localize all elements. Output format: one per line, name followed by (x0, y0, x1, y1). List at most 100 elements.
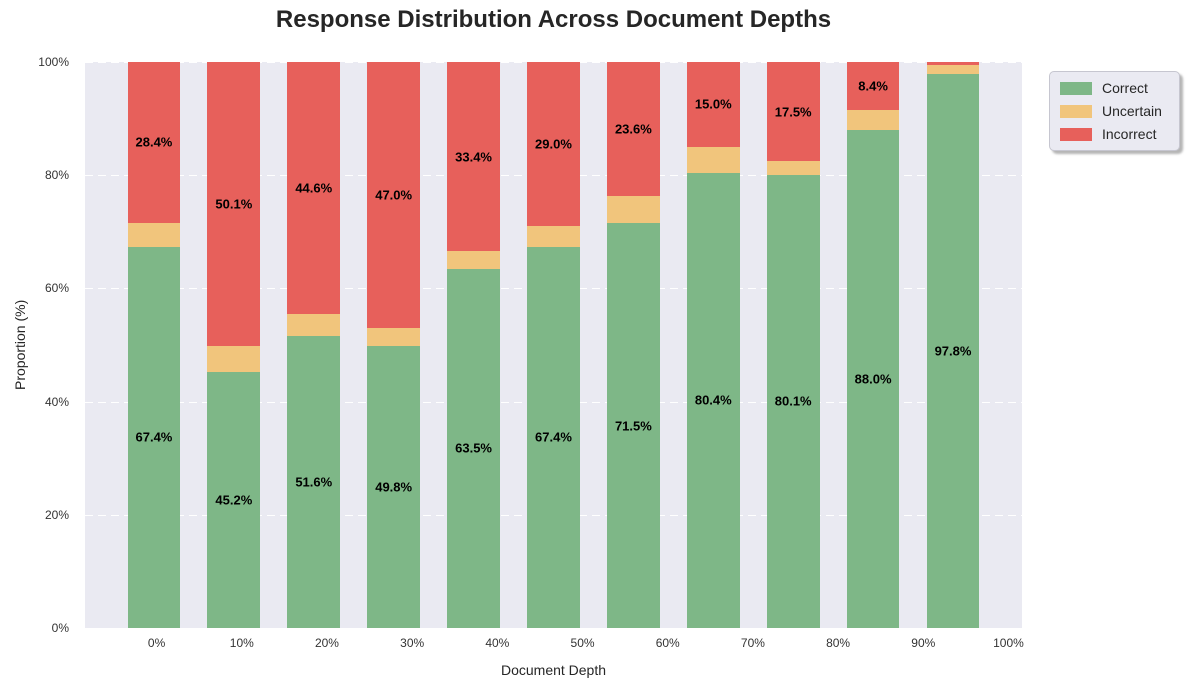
legend-label: Incorrect (1102, 126, 1157, 142)
bar-column: 80.1% 17.5% (753, 62, 833, 628)
value-label-incorrect: 15.0% (694, 96, 732, 112)
bar-column: 67.4% 29.0% (514, 62, 594, 628)
stacked-bar-20%: 51.6% 44.6% (287, 62, 341, 628)
value-label-incorrect: 23.6% (614, 121, 652, 137)
stacked-bar-0%: 67.4% 28.4% (127, 62, 181, 628)
value-label-correct: 67.4% (135, 429, 173, 445)
x-tick: 60% (655, 636, 680, 650)
y-tick: 60% (44, 281, 69, 296)
legend-swatch-uncertain (1060, 104, 1092, 118)
value-label-correct: 88.0% (854, 371, 892, 387)
x-tick: 80% (826, 636, 851, 650)
segment-incorrect (367, 62, 421, 329)
segment-correct (207, 372, 261, 628)
segment-uncertain (846, 109, 900, 130)
value-label-incorrect: 29.0% (535, 136, 572, 152)
bar-column: 71.5% 23.6% (593, 62, 673, 628)
x-tick-labels: 0% 10% 20% 30% 40% 50% 60% 70% 80% 90% 100% (85, 636, 1080, 650)
value-label-incorrect: 44.6% (295, 180, 333, 196)
value-label-correct: 45.2% (215, 492, 253, 508)
x-tick: 0% (147, 636, 166, 650)
stacked-bar-40%: 63.5% 33.4% (447, 62, 500, 628)
legend-item-incorrect: Incorrect (1060, 126, 1169, 142)
segment-incorrect (527, 62, 580, 227)
legend-swatch-correct (1060, 81, 1092, 95)
value-label-incorrect: 47.0% (375, 187, 413, 203)
segment-uncertain (287, 314, 341, 336)
chart-title: Response Distribution Across Document De… (275, 6, 832, 33)
segment-correct (846, 129, 900, 628)
segment-incorrect (447, 62, 500, 252)
segment-correct (287, 335, 341, 628)
value-label-correct: 51.6% (295, 474, 333, 490)
bar-column: 49.8% 47.0% (354, 62, 434, 628)
segment-incorrect (607, 62, 660, 196)
value-label-incorrect: 8.4% (858, 78, 888, 94)
value-label-correct: 71.5% (614, 418, 652, 434)
segment-uncertain (447, 251, 500, 269)
bar-column: 51.6% 44.6% (274, 62, 354, 628)
value-label-correct: 67.4% (535, 429, 572, 445)
stacked-bar-100%: 97.8% (926, 62, 980, 628)
x-tick: 50% (570, 636, 595, 650)
plot-area: 67.4% 28.4% 45.2% 50.1% 51.6% 44.6% 49.8% 47.0%… (85, 62, 1022, 628)
legend-label: Uncertain (1102, 103, 1162, 119)
x-tick: 100% (993, 636, 1024, 650)
x-tick: 20% (314, 636, 339, 650)
segment-incorrect (127, 62, 181, 223)
value-label-incorrect: 33.4% (455, 149, 492, 165)
bar-column: 80.4% 15.0% (673, 62, 753, 628)
segment-uncertain (766, 161, 820, 175)
stacked-bar-80%: 80.1% 17.5% (766, 62, 820, 628)
x-tick: 90% (911, 636, 936, 650)
y-tick: 100% (38, 55, 69, 69)
y-tick-labels: 0% 20% 40% 60% 80% 100% (0, 55, 77, 635)
legend-item-uncertain: Uncertain (1060, 103, 1169, 119)
bar-column: 63.5% 33.4% (434, 62, 514, 628)
segment-uncertain (367, 328, 421, 347)
segment-incorrect (766, 62, 820, 162)
x-tick: 10% (229, 636, 254, 650)
segment-incorrect (926, 62, 980, 65)
segment-correct (127, 246, 181, 628)
segment-uncertain (686, 146, 740, 173)
segment-uncertain (207, 345, 261, 373)
bars-container: 67.4% 28.4% 45.2% 50.1% 51.6% 44.6% 49.8% 47.0%… (85, 62, 1022, 628)
bar-column: 97.8% (913, 62, 993, 628)
segment-correct (766, 174, 820, 628)
x-tick: 40% (485, 636, 510, 650)
segment-incorrect (686, 62, 740, 147)
segment-correct (367, 346, 421, 628)
segment-correct (527, 246, 580, 628)
x-tick: 70% (740, 636, 765, 650)
segment-uncertain (527, 226, 580, 247)
value-label-correct: 80.1% (774, 393, 812, 409)
segment-correct (926, 74, 980, 628)
segment-correct (686, 172, 740, 628)
y-tick: 0% (51, 621, 69, 635)
stacked-bar-10%: 45.2% 50.1% (207, 62, 261, 628)
value-label-correct: 97.8% (934, 343, 972, 359)
value-label-incorrect: 17.5% (774, 104, 812, 120)
stacked-bar-30%: 49.8% 47.0% (367, 62, 421, 628)
segment-incorrect (846, 62, 900, 110)
stacked-bar-60%: 71.5% 23.6% (607, 62, 660, 628)
bar-column: 45.2% 50.1% (194, 62, 274, 628)
x-tick: 30% (400, 636, 425, 650)
value-label-incorrect: 28.4% (135, 134, 173, 150)
segment-uncertain (607, 195, 660, 224)
x-axis-label: Document Depth (500, 662, 607, 678)
segment-correct (607, 223, 660, 628)
legend-label: Correct (1102, 80, 1148, 96)
value-label-correct: 63.5% (455, 440, 492, 456)
y-tick: 80% (44, 168, 69, 183)
segment-incorrect (287, 62, 341, 315)
value-label-correct: 49.8% (375, 479, 413, 495)
value-label-incorrect: 50.1% (215, 196, 253, 212)
stacked-bar-50%: 67.4% 29.0% (527, 62, 580, 628)
bar-column: 88.0% 8.4% (833, 62, 913, 628)
stacked-bar-90%: 88.0% 8.4% (846, 62, 900, 628)
y-tick: 40% (44, 394, 69, 409)
bar-column: 67.4% 28.4% (114, 62, 194, 628)
